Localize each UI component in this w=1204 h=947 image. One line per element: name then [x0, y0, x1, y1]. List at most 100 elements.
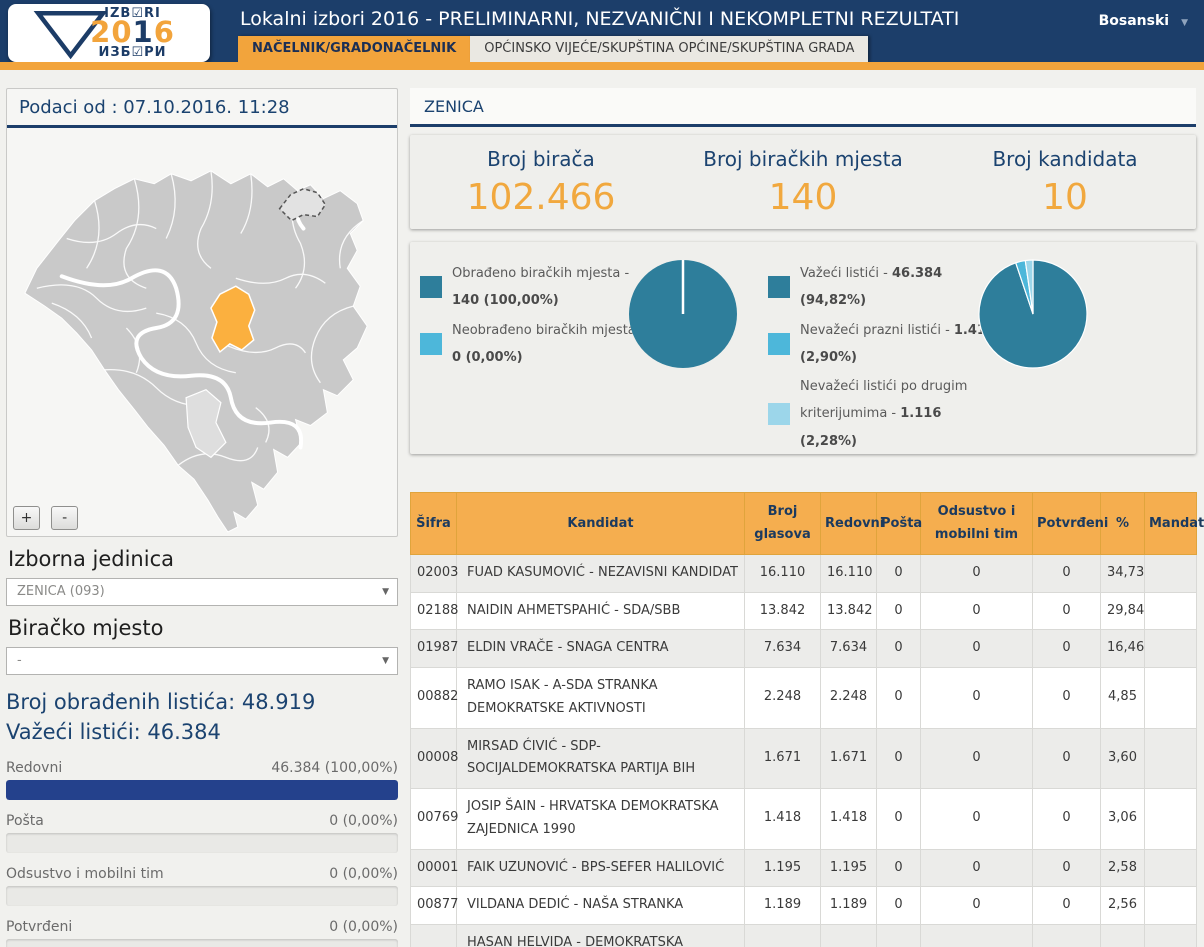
cell-mandat	[1144, 924, 1197, 947]
cell-mandat	[1144, 667, 1197, 729]
results-table: Šifra Kandidat Broj glasova Redovni Pošta Ods…	[410, 492, 1204, 947]
bar-label: Potvrđeni	[6, 918, 73, 935]
language-selector[interactable]: Bosanski ▼	[1099, 13, 1188, 29]
cell-odsustvo-i-mobilni-tim: 0	[920, 553, 1033, 593]
electoral-unit-heading: Izborna jedinica	[8, 547, 174, 571]
cell-odsustvo-i-mobilni-tim: 0	[920, 924, 1033, 947]
cell-broj-glasova: 1.189	[744, 886, 821, 926]
legend-item: Nevažeći prazni listići - 1.419 (2,90%)	[768, 317, 1000, 372]
progress-track	[6, 832, 398, 853]
legend-item: Nevažeći listići po drugim kriterijumima…	[768, 373, 1000, 455]
progress-posta: Pošta 0 (0,00%)	[6, 813, 398, 853]
map-panel: Podaci od : 07.10.2016. 11:28	[6, 88, 398, 537]
col-header-odsustvo-i-mobilni-tim: Odsustvo i mobilni tim	[920, 492, 1033, 555]
stat-broj-kandidata: Broj kandidata 10	[934, 147, 1196, 218]
region-panel: ZENICA	[410, 88, 1196, 127]
municipality-zenica-highlight[interactable]	[210, 285, 256, 354]
cell-broj-glasova: 16.110	[744, 553, 821, 593]
cell-redovni: 1.195	[820, 848, 877, 888]
chevron-down-icon: ▼	[382, 587, 389, 597]
data-timestamp: Podaci od : 07.10.2016. 11:28	[19, 97, 290, 118]
cell-sifra: 00882	[410, 667, 458, 729]
legend-text: Neobrađeno biračkih mjesta - 0 (0,00%)	[452, 322, 645, 365]
region-title: ZENICA	[424, 97, 484, 116]
cell-mandat	[1144, 848, 1197, 888]
col-header-sifra: Šifra	[410, 492, 457, 555]
cell-broj-glasova: 1.195	[744, 848, 821, 888]
bar-value: 0 (0,00%)	[329, 812, 398, 829]
cell-odsustvo-i-mobilni-tim: 0	[920, 629, 1033, 669]
cell-mandat	[1144, 591, 1197, 631]
legend-swatch	[768, 332, 790, 355]
map-zoom-in-button[interactable]: +	[13, 506, 40, 530]
cell-posta: 0	[876, 886, 921, 926]
progress-track	[6, 779, 398, 800]
stat-label: Broj birača	[487, 146, 595, 171]
polling-station-value: -	[17, 653, 22, 668]
cell-redovni: 913	[820, 924, 877, 947]
cell-procenat: 2,56	[1100, 886, 1145, 926]
cell-potvrdjeni: 0	[1032, 788, 1101, 850]
cell-potvrdjeni: 0	[1032, 667, 1101, 729]
cell-odsustvo-i-mobilni-tim: 0	[920, 591, 1033, 631]
cell-redovni: 1.189	[820, 886, 877, 926]
map-zoom-out-button[interactable]: -	[51, 506, 79, 530]
cell-posta: 0	[876, 924, 921, 947]
col-header-broj-glasova: Broj glasova	[744, 492, 821, 555]
bar-value: 46.384 (100,00%)	[271, 759, 398, 776]
cell-procenat: 1,97	[1100, 924, 1145, 947]
cell-posta: 0	[876, 788, 921, 850]
tab-opcinsko-vijece[interactable]: OPĆINSKO VIJEĆE/SKUPŠTINA OPĆINE/SKUPŠTI…	[470, 36, 869, 62]
cell-posta: 0	[876, 629, 921, 669]
cell-kandidat: MIRSAD ĆIVIĆ - SDP-SOCIJALDEMOKRATSKA PA…	[456, 727, 745, 790]
legend-text: Obrađeno biračkih mjesta - 140 (100,00%)	[452, 266, 630, 309]
tab-bar: NAČELNIK/GRADONAČELNIK OPĆINSKO VIJEĆE/S…	[238, 36, 869, 62]
stat-label: Broj kandidata	[992, 146, 1138, 171]
cell-broj-glasova: 13.842	[744, 591, 821, 631]
pie2-legend: Važeći listići - 46.384 (94,82%) Nevažeći…	[768, 260, 1000, 457]
cell-posta: 0	[876, 727, 921, 790]
cell-broj-glasova: 1.671	[744, 727, 821, 790]
pie-chart-ballots	[977, 258, 1089, 370]
col-header-potvrdjeni: Potvrđeni	[1032, 492, 1108, 555]
results-table-head: Šifra Kandidat Broj glasova Redovni Pošta Ods…	[410, 492, 1204, 555]
cell-sifra: 02188	[410, 591, 458, 631]
bosnia-map[interactable]: + -	[7, 128, 397, 536]
progress-potvrdjeni: Potvrđeni 0 (0,00%)	[6, 919, 398, 947]
candidate-row: 02188 NAIDIN AHMETSPAHIĆ - SDA/SBB 13.842 1…	[410, 591, 1197, 631]
legend-text: Nevažeći listići po drugim kriterijumima…	[800, 379, 968, 449]
cell-mandat	[1144, 629, 1197, 669]
candidate-row: 01698HASAN HELVIDA - DEMOKRATSKA FRONTA 9…	[410, 924, 1197, 947]
cell-odsustvo-i-mobilni-tim: 0	[920, 667, 1033, 729]
cell-procenat: 34,73	[1100, 553, 1145, 593]
cell-kandidat: ELDIN VRAČE - SNAGA CENTRA	[456, 629, 745, 669]
progress-track	[6, 938, 398, 947]
stat-value: 10	[1042, 176, 1088, 218]
cell-odsustvo-i-mobilni-tim: 0	[920, 886, 1033, 926]
legend-swatch	[768, 276, 790, 299]
cell-kandidat: RAMO ISAK - A-SDA STRANKA DEMOKRATSKE AK…	[456, 667, 745, 729]
cell-sifra: 01698	[410, 924, 458, 947]
page-title: Lokalni izbori 2016 - PRELIMINARNI, NEZV…	[240, 8, 960, 30]
cell-kandidat: FUAD KASUMOVIĆ - NEZAVISNI KANDIDAT	[456, 553, 745, 593]
legend-item: Obrađeno biračkih mjesta - 140 (100,00%)	[420, 260, 652, 315]
legend-text: Nevažeći prazni listići - 1.419 (2,90%)	[800, 322, 996, 365]
polling-station-select[interactable]: - ▼	[6, 647, 398, 675]
cell-sifra: 02003	[410, 553, 458, 593]
bosnia-map-svg[interactable]	[7, 128, 397, 536]
logo-year: 2016	[90, 15, 175, 49]
cell-potvrdjeni: 0	[1032, 629, 1101, 669]
map-zoom-controls: + -	[13, 506, 84, 530]
cell-kandidat: HASAN HELVIDA - DEMOKRATSKA FRONTA	[456, 924, 745, 947]
cell-potvrdjeni: 0	[1032, 886, 1101, 926]
legend-item: Važeći listići - 46.384 (94,82%)	[768, 260, 1000, 315]
legend-swatch	[420, 332, 442, 355]
cell-posta: 0	[876, 553, 921, 593]
tab-nacelnik-gradonacelnik[interactable]: NAČELNIK/GRADONAČELNIK	[238, 36, 471, 62]
pie-charts-panel: Obrađeno biračkih mjesta - 140 (100,00%)…	[410, 242, 1196, 454]
progress-redovni: Redovni 46.384 (100,00%)	[6, 760, 398, 800]
candidate-row: 00001 FAIK UZUNOVIĆ - BPS-SEFER HALILOVIĆ…	[410, 848, 1197, 888]
electoral-unit-select[interactable]: ZENICA (093) ▼	[6, 578, 398, 606]
legend-text: Važeći listići - 46.384 (94,82%)	[800, 266, 943, 309]
cell-procenat: 4,85	[1100, 667, 1145, 729]
